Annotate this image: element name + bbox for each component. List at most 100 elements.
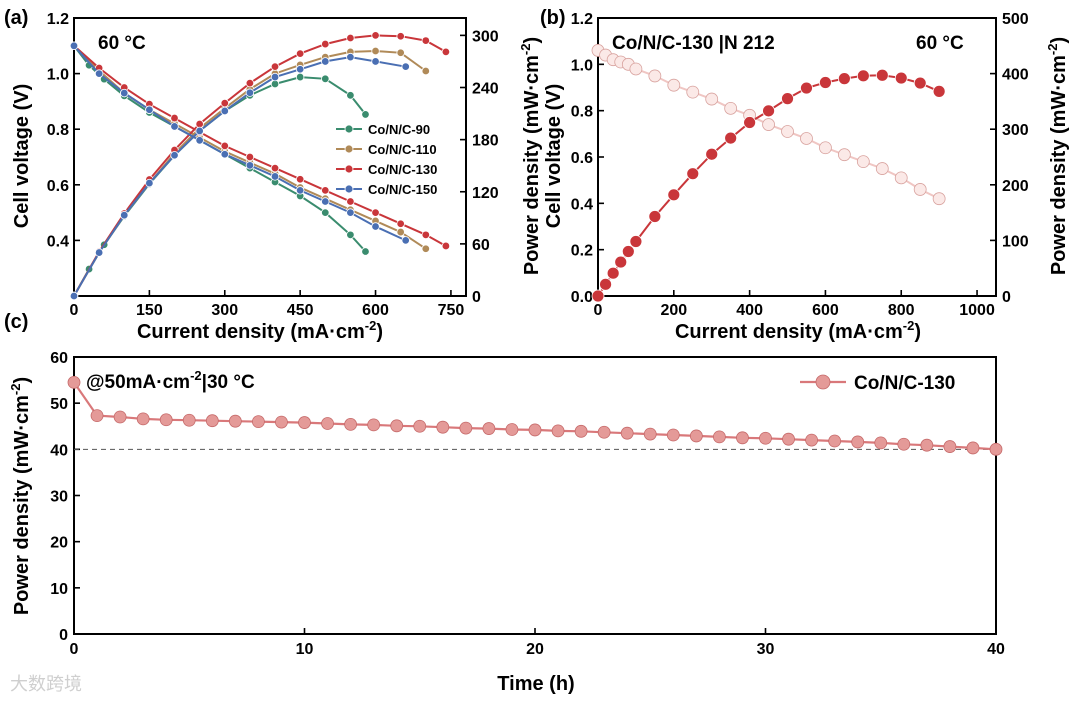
panel-b-y2tick-label: 400 [1002, 67, 1029, 84]
panel-a-xtick-label: 300 [211, 302, 238, 319]
panel-a-series-co-n-c-130-right-point [295, 49, 305, 58]
panel-b-ylabel-left: Cell voltage (V) [543, 84, 565, 228]
panel-a-series-co-n-c-90-right-point [270, 79, 280, 89]
panel-c-ytick-label: 10 [50, 581, 68, 598]
panel-b-series-cell-voltage-left-point [875, 162, 889, 175]
panel-c-series-point [874, 436, 888, 450]
panel-c-xtick-label: 10 [296, 641, 314, 658]
panel-a-series-co-n-c-130-left-point [441, 241, 451, 251]
panel-b-title: Co/N/C-130 |N 212 [612, 33, 775, 54]
panel-a: (a) 60 °C 0 150 300 450 600 7500.40.60.81.01.… [4, 7, 543, 343]
panel-c-series-point [989, 442, 1003, 456]
panel-a-series-co-n-c-130-left-line [73, 45, 447, 247]
panel-a-series-co-n-c-130-left-point [321, 186, 330, 195]
panel-b-label: (b) [540, 7, 566, 29]
panel-a-series-co-n-c-150-right-point [145, 178, 154, 188]
panel-a-series-co-n-c-130-left-point [170, 113, 179, 123]
panel-b-ytick-label: 0.0 [571, 289, 593, 306]
panel-a-series-co-n-c-150-right-point [270, 72, 280, 82]
panel-c-legend-label: Co/N/C-130 [854, 373, 955, 394]
panel-c-frame [73, 356, 997, 635]
panel-a-series-co-n-c-150-left-point [295, 186, 305, 195]
panel-b-series-power-density-right-point [648, 210, 662, 223]
panel-b-series-power-density-right-point [894, 71, 908, 85]
panel-c-label: (c) [4, 311, 28, 333]
panel-c-series-point [805, 433, 818, 447]
panel-b-series-power-density-right-point [913, 76, 927, 90]
panel-c-series-point [251, 415, 265, 429]
panel-b-xtick-label: 400 [736, 302, 763, 319]
panel-b-series-power-density-right-point [599, 277, 612, 291]
panel-b-series-power-density-right-point [819, 76, 832, 89]
panel-c-series-point [90, 409, 104, 423]
panel-a-series-co-n-c-130-right-point [220, 98, 229, 108]
panel-a-series-co-n-c-150-right-point [120, 211, 129, 220]
panel-a-series-co-n-c-90-right-point [321, 74, 330, 84]
panel-c-xtick-label: 20 [526, 641, 544, 658]
panel-a-ytick-label: 1.2 [47, 11, 69, 28]
panel-b-ytick-label: 0.6 [571, 150, 593, 167]
panel-b-xtick-label: 600 [812, 302, 839, 319]
panel-c-series-point [920, 438, 934, 452]
panel-b-ytick-label: 0.4 [571, 196, 593, 213]
panel-b-ylabel-right: Power density (mW·cm-2) [1045, 37, 1070, 275]
panel-b-y2tick-label: 200 [1002, 178, 1029, 195]
panel-c-series-point [482, 422, 496, 435]
panel-c-xtick-label: 40 [987, 641, 1005, 658]
panel-a-xtick-label: 150 [136, 302, 163, 319]
panel-a-series-co-n-c-90-left-point [361, 247, 370, 256]
panel-a-series-co-n-c-130-left-point [295, 175, 305, 184]
panel-b-series-power-density-right-point [800, 81, 813, 95]
panel-b-series-cell-voltage-left-point [705, 92, 719, 106]
panel-a-series-co-n-c-150-right-point [321, 57, 330, 66]
panel-b-series-power-density-right-point [606, 266, 620, 280]
panel-b-series-power-density-right-line [597, 74, 940, 297]
panel-a-plot-area: 0 150 300 450 600 750 0.4 0.6 0.8 1.0 1.2 0 60 120 180… [47, 11, 499, 319]
panel-c-ytick-label: 50 [50, 396, 68, 413]
panel-c-series-point [897, 437, 911, 451]
panel-a-series-co-n-c-150-left-point [94, 69, 104, 78]
panel-a-series-co-n-c-130-left-point [245, 152, 255, 162]
panel-a-label: (a) [4, 7, 28, 29]
panel-a-ytick-label: 1.0 [47, 67, 69, 84]
panel-b-series-cell-voltage-left-point [648, 69, 662, 83]
panel-c-series-point [413, 419, 427, 433]
panel-a-series-co-n-c-150-left-point [401, 236, 410, 245]
panel-b-series-cell-voltage-left-point [667, 78, 681, 92]
panel-a-legend-marker [344, 144, 354, 154]
panel-b-y2tick-label: 500 [1002, 11, 1029, 28]
panel-c: (c) @50mA·cm-2|30 °C 0 10 20 30 40 0 10 20 30 40 5… [4, 311, 1005, 695]
panel-c-series-point [228, 414, 242, 428]
panel-b-frame [597, 17, 997, 297]
panel-c-series-point [436, 420, 450, 434]
panel-b-series-cell-voltage-left-point [781, 125, 794, 138]
panel-a-series-co-n-c-130-left-point [346, 197, 355, 206]
panel-a-ytick-label: 0.8 [47, 122, 69, 139]
panel-a-series-co-n-c-130-right-point [441, 47, 451, 57]
panel-b-series-power-density-right-point [705, 147, 719, 161]
panel-b-ytick-label: 0.2 [571, 243, 593, 260]
panel-c-series-point [505, 423, 519, 436]
panel-a-series-co-n-c-130-right-point [321, 39, 330, 49]
panel-b-series-cell-voltage-left-point [932, 192, 946, 206]
panel-a-series-co-n-c-150-left-point [120, 88, 129, 98]
panel-c-ytick-label: 40 [50, 442, 68, 459]
panel-a-series-co-n-c-150-right-point [295, 65, 305, 74]
panel-a-y2tick-label: 60 [472, 237, 490, 254]
panel-a-series-co-n-c-150-left-point [371, 222, 380, 231]
panel-a-series-co-n-c-150-left-point [270, 172, 280, 181]
panel-b-series-cell-voltage-left-point [894, 171, 908, 185]
panel-a-legend-label: Co/N/C-90 [368, 122, 430, 137]
panel-a-y2tick-label: 0 [472, 289, 481, 306]
panel-a-temperature: 60 °C [98, 33, 146, 54]
panel-a-xtick-label: 750 [438, 302, 465, 319]
panel-a-series-co-n-c-130-right-point [195, 119, 204, 129]
panel-a-series-co-n-c-110-right-point [371, 46, 380, 56]
panel-b-series-power-density-right-point [856, 69, 870, 83]
panel-a-series-co-n-c-110-left-point [421, 244, 430, 253]
panel-c-series-point [620, 426, 634, 440]
panel-a-series-co-n-c-150-left-point [245, 161, 255, 170]
panel-c-series-point [528, 423, 542, 437]
panel-a-series-co-n-c-130-right-point [245, 78, 255, 88]
panel-c-series-point [205, 414, 219, 428]
